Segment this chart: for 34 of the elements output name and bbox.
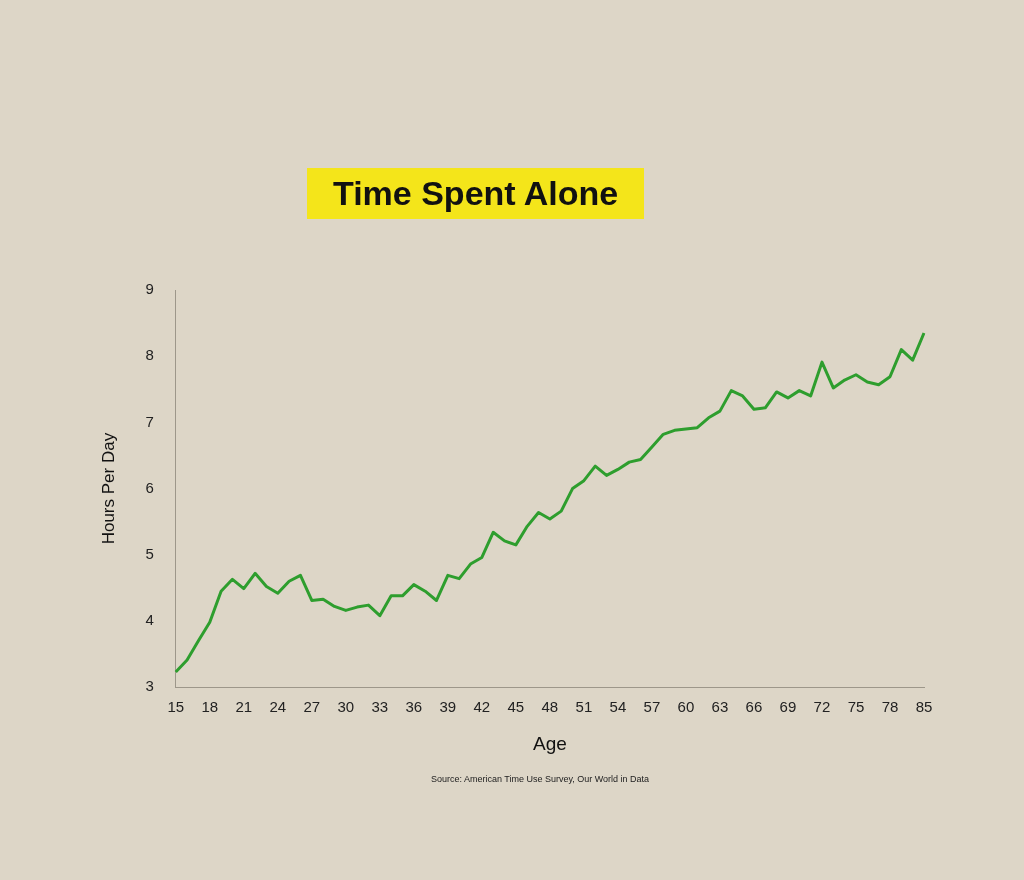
x-tick-label: 15 (167, 698, 185, 716)
x-tick-label: 85 (915, 698, 933, 716)
x-tick-label: 60 (677, 698, 695, 716)
y-axis-title: Hours Per Day (98, 432, 118, 545)
x-tick-label: 72 (813, 698, 831, 716)
x-tick-label: 33 (371, 698, 389, 716)
x-tick-label: 36 (405, 698, 423, 716)
x-tick-label: 39 (439, 698, 457, 716)
x-tick-label: 69 (779, 698, 797, 716)
y-tick-label: 6 (145, 478, 154, 496)
x-tick-label: 48 (541, 698, 559, 716)
x-tick-label: 42 (473, 698, 491, 716)
x-tick-label: 78 (881, 698, 899, 716)
y-tick-label: 3 (145, 677, 154, 695)
x-tick-label: 66 (745, 698, 763, 716)
x-tick-label: 57 (643, 698, 661, 716)
x-tick-label: 30 (337, 698, 355, 716)
y-tick-label: 4 (145, 611, 154, 629)
x-tick-label: 24 (269, 698, 287, 716)
chart-title: Time Spent Alone (307, 168, 645, 219)
y-tick-label: 7 (145, 412, 154, 430)
y-tick-label: 8 (145, 346, 154, 364)
x-axis-title: Age (532, 732, 567, 754)
x-tick-label: 54 (609, 698, 627, 716)
x-tick-label: 21 (235, 698, 253, 716)
x-tick-label: 18 (201, 698, 219, 716)
source-note: Source: American Time Use Survey, Our World in Data (429, 774, 651, 784)
y-tick-label: 9 (145, 280, 154, 298)
y-tick-label: 5 (145, 544, 154, 562)
x-tick-label: 63 (711, 698, 729, 716)
x-tick-label: 45 (507, 698, 525, 716)
x-tick-label: 51 (575, 698, 593, 716)
x-tick-label: 75 (847, 698, 865, 716)
x-tick-label: 27 (303, 698, 321, 716)
